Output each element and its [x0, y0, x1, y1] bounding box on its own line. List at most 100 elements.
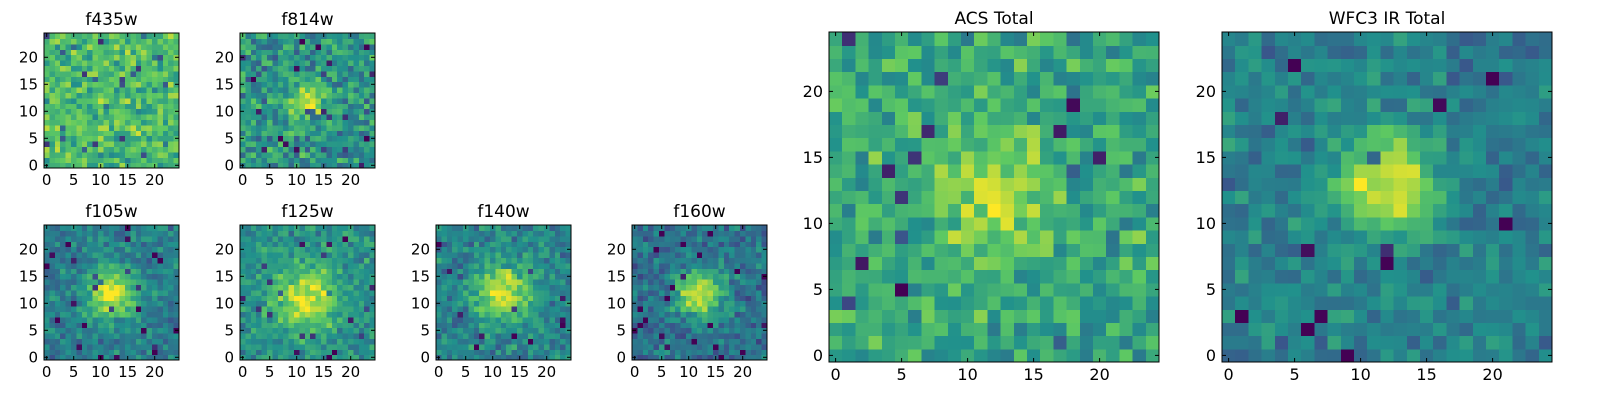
heatmap-cell — [108, 279, 115, 285]
heatmap-cell — [1093, 282, 1107, 297]
heatmap-cell — [659, 241, 665, 248]
heatmap-cell — [761, 279, 768, 285]
heatmap-cell — [103, 108, 110, 115]
heatmap-cell — [364, 119, 371, 126]
heatmap-cell — [632, 311, 638, 318]
heatmap-cell — [162, 343, 169, 350]
heatmap-cell — [729, 349, 736, 356]
heatmap-cell — [353, 300, 360, 307]
heatmap-cell — [250, 130, 257, 137]
heatmap-cell — [250, 327, 257, 334]
heatmap-cell — [87, 289, 94, 296]
heatmap-cell — [565, 333, 572, 339]
heatmap-cell — [691, 257, 698, 264]
heatmap-cell — [168, 343, 175, 350]
heatmap-cell — [277, 322, 284, 329]
heatmap-cell — [310, 354, 317, 361]
heatmap-cell — [729, 338, 736, 345]
heatmap-cell — [549, 354, 556, 361]
heatmap-cell — [310, 230, 317, 237]
heatmap-cell — [267, 124, 273, 131]
heatmap-cell — [65, 43, 72, 50]
heatmap-cell — [71, 241, 77, 248]
heatmap-cell — [364, 235, 371, 242]
heatmap-cell — [829, 45, 843, 59]
heatmap-cell — [103, 268, 110, 275]
heatmap-cell — [294, 327, 300, 334]
heatmap-cell — [168, 338, 175, 345]
heatmap-cell — [1235, 256, 1249, 271]
heatmap-cell — [87, 246, 94, 253]
heatmap-cell — [987, 243, 1002, 257]
x-tick-label: 10 — [957, 365, 977, 384]
heatmap-cell — [146, 43, 153, 50]
heatmap-cell — [842, 190, 856, 205]
heatmap-cell — [119, 135, 126, 142]
heatmap-cell — [1000, 256, 1015, 271]
heatmap-cell — [321, 241, 327, 248]
heatmap-cell — [331, 108, 338, 115]
heatmap-cell — [299, 322, 306, 329]
heatmap-cell — [1406, 243, 1421, 257]
heatmap-cell — [261, 43, 268, 50]
heatmap-cell — [533, 311, 540, 318]
heatmap-cell — [277, 273, 284, 280]
heatmap-cell — [653, 257, 660, 264]
heatmap-cell — [538, 322, 545, 329]
heatmap-cell — [146, 33, 153, 39]
heatmap-cell — [168, 49, 175, 56]
heatmap-cell — [1027, 322, 1041, 337]
heatmap-cell — [54, 43, 61, 50]
heatmap-cell — [348, 92, 354, 99]
heatmap-cell — [304, 157, 311, 164]
heatmap-cell — [686, 235, 692, 242]
heatmap-cell — [1301, 269, 1315, 284]
heatmap-cell — [506, 316, 513, 323]
heatmap-cell — [740, 322, 746, 329]
heatmap-cell — [490, 343, 496, 350]
heatmap-cell — [473, 268, 480, 275]
heatmap-cell — [98, 311, 104, 318]
heatmap-cell — [288, 349, 295, 356]
heatmap-cell — [1079, 32, 1094, 46]
heatmap-cell — [49, 97, 56, 104]
heatmap-cell — [337, 268, 344, 275]
x-tick-label: 5 — [69, 363, 79, 381]
heatmap-cell — [92, 49, 99, 56]
heatmap-cell — [723, 343, 730, 350]
heatmap-cell — [146, 92, 153, 99]
heatmap-cell — [54, 103, 61, 110]
heatmap-cell — [669, 279, 676, 285]
heatmap-cell — [76, 146, 83, 153]
heatmap-cell — [961, 177, 975, 191]
heatmap-cell — [304, 141, 311, 147]
heatmap-cell — [315, 349, 322, 356]
heatmap-cell — [473, 349, 480, 356]
heatmap-cell — [713, 311, 719, 318]
heatmap-cell — [103, 252, 110, 258]
heatmap-cell — [868, 111, 883, 125]
heatmap-cell — [125, 60, 131, 66]
heatmap-cell — [98, 141, 104, 147]
heatmap-cell — [740, 316, 746, 323]
heatmap-cell — [1106, 45, 1120, 59]
heatmap-cell — [261, 279, 268, 285]
heatmap-cell — [87, 43, 94, 50]
heatmap-cell — [680, 338, 687, 345]
heatmap-cell — [331, 273, 338, 280]
heatmap-cell — [240, 76, 246, 83]
heatmap-cell — [1027, 177, 1041, 191]
heatmap-cell — [310, 157, 317, 164]
heatmap-cell — [146, 338, 153, 345]
heatmap-cell — [1446, 230, 1461, 244]
heatmap-cell — [114, 343, 121, 350]
heatmap-cell — [146, 235, 153, 242]
heatmap-cell — [65, 295, 72, 302]
heatmap-cell — [369, 349, 376, 356]
heatmap-cell — [745, 322, 752, 329]
y-tick-label: 5 — [28, 130, 38, 148]
heatmap-cell — [60, 81, 67, 88]
heatmap-cell — [294, 135, 300, 142]
heatmap-cell — [119, 338, 126, 345]
heatmap-cell — [261, 141, 268, 147]
